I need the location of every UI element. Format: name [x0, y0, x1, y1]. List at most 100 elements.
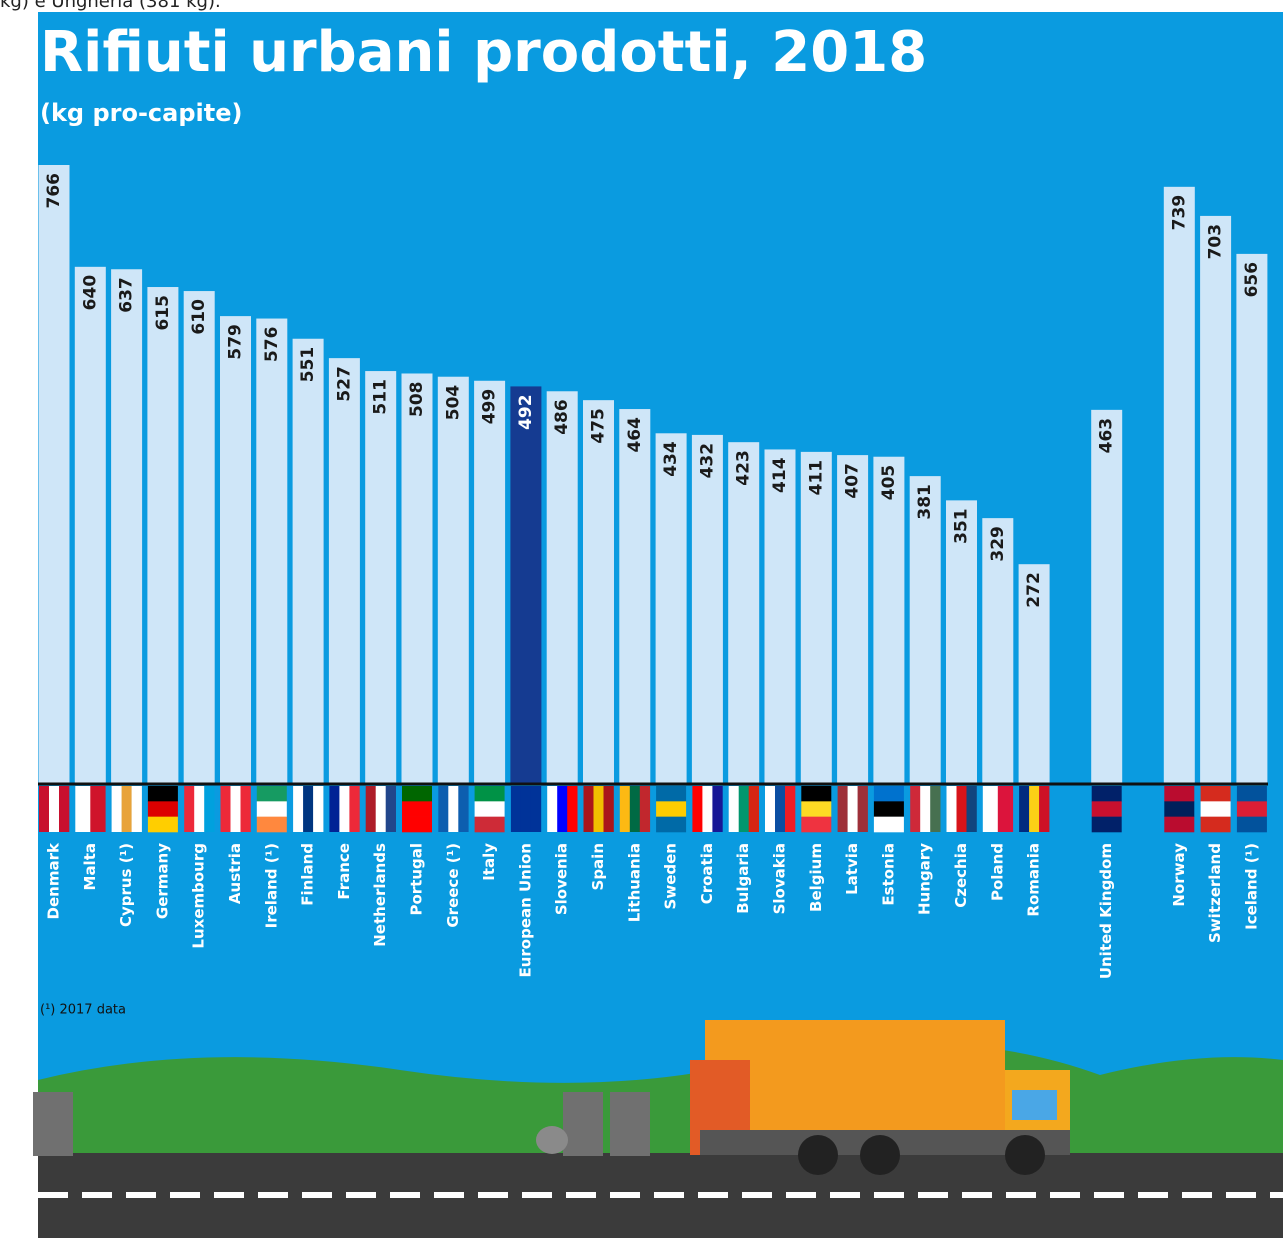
- value-label: 411: [806, 460, 826, 496]
- bar: [837, 455, 868, 784]
- bar: [256, 319, 287, 784]
- bar: [547, 391, 578, 784]
- flag: [1164, 801, 1194, 817]
- x-tick-label: European Union: [516, 843, 534, 978]
- chart-subtitle: (kg pro-capite): [40, 99, 242, 127]
- flag: [475, 801, 505, 817]
- flag: [511, 786, 521, 832]
- bar: [39, 165, 70, 784]
- bar: [656, 433, 687, 784]
- flag: [858, 786, 868, 832]
- flag: [967, 786, 977, 832]
- value-label: 407: [843, 463, 863, 499]
- flag: [184, 786, 194, 832]
- flag: [910, 786, 920, 832]
- flag: [739, 786, 749, 832]
- value-label: 475: [589, 408, 609, 444]
- flag: [313, 786, 323, 832]
- bar: [910, 476, 941, 784]
- flag: [148, 801, 178, 817]
- x-tick-label: Malta: [81, 843, 99, 890]
- x-tick-label: Lithuania: [625, 843, 643, 922]
- bar: [293, 339, 324, 784]
- value-label: 464: [625, 417, 645, 453]
- flag: [521, 786, 531, 832]
- value-label: 381: [915, 484, 935, 520]
- bar: [147, 287, 178, 784]
- value-label: 508: [407, 381, 427, 417]
- value-label: 579: [226, 324, 246, 360]
- flag: [59, 786, 69, 832]
- flag: [947, 786, 957, 832]
- truck-window: [1012, 1090, 1057, 1120]
- value-label: 405: [879, 465, 899, 501]
- flag: [874, 786, 904, 802]
- flag: [874, 817, 904, 833]
- x-tick-label: Cyprus (¹): [117, 843, 135, 927]
- x-tick-label: France: [335, 843, 353, 900]
- bar: [765, 449, 796, 784]
- bar: [1200, 216, 1231, 784]
- flag: [1039, 786, 1049, 832]
- flag: [1237, 801, 1267, 817]
- flag: [920, 786, 930, 832]
- bar: [873, 457, 904, 784]
- flag: [231, 786, 241, 832]
- wheel: [798, 1135, 838, 1175]
- x-tick-label: Iceland (¹): [1242, 843, 1260, 930]
- flag: [1201, 817, 1231, 833]
- flag: [458, 786, 468, 832]
- x-tick-label: Ireland (¹): [262, 843, 280, 928]
- flag: [557, 786, 567, 832]
- x-tick-label: Croatia: [698, 843, 716, 904]
- value-label: 637: [117, 277, 137, 313]
- x-tick-label: Slovakia: [771, 843, 789, 914]
- flag: [303, 786, 313, 832]
- x-tick-label: Spain: [589, 843, 607, 890]
- value-label: 610: [189, 299, 209, 335]
- wheel: [860, 1135, 900, 1175]
- bar: [184, 291, 215, 784]
- flag: [1019, 786, 1029, 832]
- value-label: 329: [988, 526, 1008, 562]
- bar: [220, 316, 251, 784]
- bar: [1164, 187, 1195, 784]
- bin: [563, 1092, 603, 1156]
- flag: [983, 786, 998, 832]
- page: {"intro_fragment":"kg) e Ungheria (381 k…: [0, 0, 1283, 1238]
- value-label: 351: [952, 508, 972, 544]
- bag: [536, 1126, 568, 1154]
- x-tick-label: Estonia: [879, 843, 897, 906]
- chart: kg) e Ungheria (381 kg). Rifiuti urbani …: [0, 0, 1283, 1238]
- value-label: 414: [770, 457, 790, 493]
- flag: [148, 817, 178, 833]
- value-label: 576: [262, 327, 282, 363]
- flag: [1164, 817, 1194, 833]
- flag: [702, 786, 712, 832]
- flag: [402, 786, 432, 802]
- flag: [656, 801, 686, 817]
- value-label: 432: [697, 443, 717, 479]
- value-label: 486: [552, 399, 572, 435]
- bar: [438, 377, 469, 784]
- x-tick-label: Portugal: [408, 843, 426, 916]
- flag: [640, 786, 650, 832]
- flag: [801, 817, 831, 833]
- flag: [49, 786, 59, 832]
- bar: [1236, 254, 1267, 784]
- flag: [475, 817, 505, 833]
- flag: [930, 786, 940, 832]
- flag: [801, 801, 831, 817]
- flag: [386, 786, 396, 832]
- flag: [620, 786, 630, 832]
- x-tick-label: Slovenia: [553, 843, 571, 915]
- x-tick-label: Italy: [480, 843, 498, 881]
- flag: [712, 786, 722, 832]
- bar: [365, 371, 396, 784]
- flag: [656, 817, 686, 833]
- flag: [785, 786, 795, 832]
- value-label: 492: [516, 394, 536, 430]
- flag: [475, 786, 505, 802]
- x-tick-label: Norway: [1170, 843, 1188, 907]
- flag: [194, 786, 204, 832]
